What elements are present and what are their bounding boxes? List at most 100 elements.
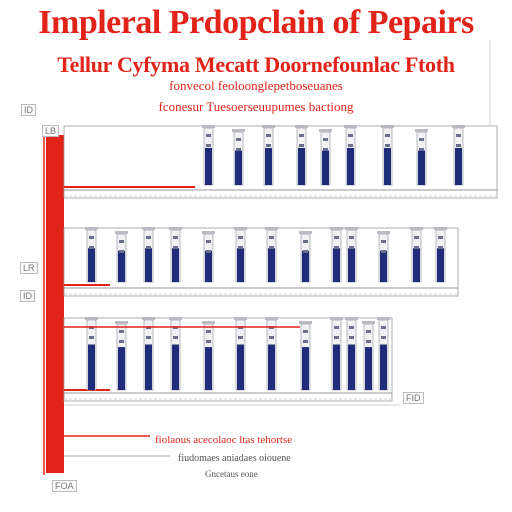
pipe-column	[330, 227, 343, 283]
column-fill	[205, 250, 212, 282]
column-fitting	[334, 236, 339, 239]
column-fitting	[173, 236, 178, 239]
side-tag: ID	[21, 104, 36, 116]
column-fitting	[299, 144, 304, 147]
column-fitting	[349, 336, 354, 339]
pipe-column	[265, 227, 278, 283]
pipe-column	[202, 321, 215, 391]
column-cap	[434, 227, 447, 230]
diagram-title: Impleral Prdopclain of Pepairs	[38, 4, 474, 41]
column-cap	[319, 129, 332, 132]
column-cap	[362, 321, 375, 324]
pipe-column	[362, 321, 375, 391]
column-fitting	[206, 240, 211, 243]
column-fill	[237, 344, 244, 390]
column-fitting	[334, 336, 339, 339]
column-fill	[237, 248, 244, 282]
column-fitting	[303, 340, 308, 343]
pipe-column	[299, 231, 312, 283]
pipe-column	[344, 125, 357, 186]
diagram-caption-2: fconesur Tuesoerseuupumes bactiong	[158, 99, 354, 114]
column-fitting	[414, 246, 419, 249]
side-tag: ID	[20, 290, 35, 302]
column-fitting	[456, 134, 461, 137]
column-fill	[118, 250, 125, 282]
column-cap	[377, 317, 390, 320]
column-cap	[234, 227, 247, 230]
column-fill	[302, 347, 309, 390]
column-fitting	[323, 148, 328, 151]
column-cap	[202, 321, 215, 324]
column-fill	[268, 248, 275, 282]
column-fitting	[266, 134, 271, 137]
column-fitting	[303, 240, 308, 243]
bottom-tag: FOA	[52, 480, 77, 492]
pipe-column	[377, 231, 390, 283]
column-fitting	[206, 144, 211, 147]
pipe-column	[434, 227, 447, 283]
column-fitting	[348, 144, 353, 147]
diagram-subtitle: Tellur Cyfyma Mecatt Doornefounlac Ftoth	[57, 52, 455, 77]
column-fill	[235, 150, 242, 185]
pipe-column	[142, 227, 155, 283]
column-fitting	[146, 336, 151, 339]
column-fitting	[381, 336, 386, 339]
column-fitting	[381, 240, 386, 243]
column-fitting	[119, 240, 124, 243]
column-fitting	[385, 144, 390, 147]
column-fitting	[236, 148, 241, 151]
pipe-column	[262, 125, 275, 186]
pipe-column	[234, 317, 247, 391]
column-cap	[295, 125, 308, 128]
column-fitting	[206, 134, 211, 137]
column-cap	[265, 227, 278, 230]
column-fitting	[334, 326, 339, 329]
column-fill	[145, 344, 152, 390]
column-fill	[172, 248, 179, 282]
row-frame	[63, 227, 459, 297]
column-fill	[437, 248, 444, 282]
column-fill	[145, 248, 152, 282]
column-fitting	[299, 134, 304, 137]
column-cap	[85, 227, 98, 230]
pipe-column	[169, 317, 182, 391]
column-cap	[299, 231, 312, 234]
pipe-column	[142, 317, 155, 391]
column-cap	[299, 321, 312, 324]
column-fill	[380, 344, 387, 390]
column-cap	[142, 317, 155, 320]
side-tag: LB	[42, 125, 60, 137]
right-tag: FID	[403, 392, 424, 404]
column-fitting	[119, 330, 124, 333]
column-fitting	[381, 250, 386, 253]
row-frame	[63, 317, 393, 402]
column-fill	[365, 347, 372, 390]
column-fill	[118, 347, 125, 390]
column-fitting	[236, 138, 241, 141]
column-fitting	[119, 250, 124, 253]
column-cap	[330, 227, 343, 230]
column-fill	[418, 150, 425, 185]
column-fitting	[89, 236, 94, 239]
column-fitting	[173, 246, 178, 249]
pipe-column	[85, 317, 98, 391]
column-cap	[415, 129, 428, 132]
pipe-column	[202, 231, 215, 283]
column-cap	[344, 125, 357, 128]
column-fitting	[438, 246, 443, 249]
column-cap	[142, 227, 155, 230]
column-fill	[413, 248, 420, 282]
column-cap	[345, 317, 358, 320]
pipe-column	[295, 125, 308, 186]
column-cap	[345, 227, 358, 230]
column-fill	[347, 147, 354, 185]
row-frame	[63, 125, 498, 199]
pipe-column	[410, 227, 423, 283]
column-cap	[85, 317, 98, 320]
pipe-column	[232, 129, 245, 186]
column-cap	[330, 317, 343, 320]
pipe-column	[202, 125, 215, 186]
column-fill	[88, 248, 95, 282]
column-fitting	[348, 134, 353, 137]
column-fitting	[349, 246, 354, 249]
